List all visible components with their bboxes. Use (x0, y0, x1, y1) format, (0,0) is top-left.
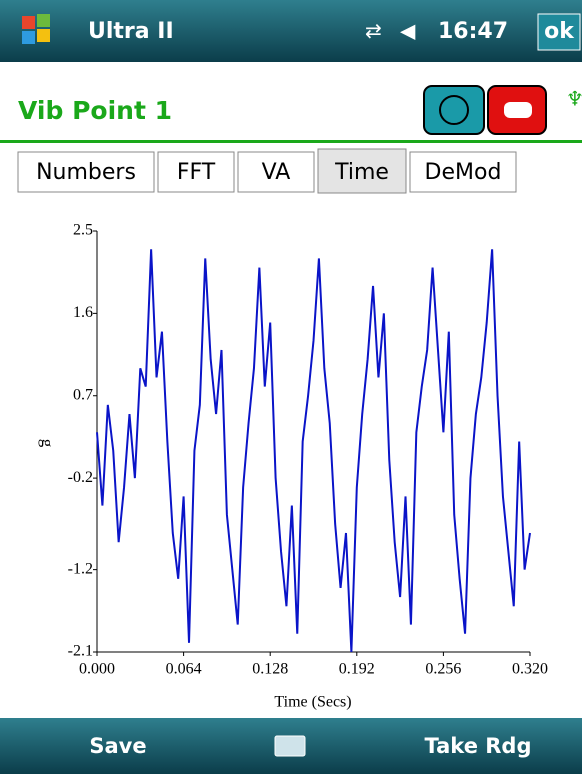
tab-label[interactable]: Numbers (36, 160, 136, 185)
tab[interactable] (17, 151, 155, 193)
header-rule (0, 140, 582, 143)
connection-icon: ⇄ (365, 19, 382, 43)
tab-label[interactable]: DeMod (425, 160, 502, 185)
y-tick-label: -1.2 (68, 560, 93, 577)
y-tick-label: -0.2 (68, 469, 93, 486)
waveform (96, 249, 531, 653)
tab[interactable] (409, 151, 517, 193)
sensor-icon (504, 102, 532, 118)
tab-label[interactable]: VA (262, 160, 291, 185)
x-tick-label: 0.128 (252, 661, 288, 678)
tab[interactable] (157, 151, 235, 193)
app-name: Ultra II (88, 19, 174, 44)
chart-area (0, 193, 582, 718)
gauge-icon (439, 95, 469, 125)
start-logo[interactable] (22, 14, 50, 44)
tab-label[interactable]: FFT (177, 160, 216, 185)
y-tick-label: -2.1 (68, 643, 93, 660)
x-axis-label: Time (Secs) (274, 694, 351, 711)
tab[interactable] (237, 151, 315, 193)
ok-button[interactable] (537, 13, 581, 51)
point-title: Vib Point 1 (18, 96, 172, 125)
y-tick-label: 1.6 (73, 304, 93, 321)
keyboard-icon[interactable] (274, 735, 306, 757)
tab[interactable] (317, 148, 407, 194)
x-tick-label: 0.256 (425, 661, 461, 678)
status-bar (0, 0, 582, 62)
x-tick-label: 0.192 (339, 661, 375, 678)
tab-label[interactable]: Time (334, 160, 389, 185)
battery-icon: ♆ (566, 87, 582, 111)
y-tick-label: 0.7 (73, 386, 93, 403)
take-reading-softkey[interactable]: Take Rdg (425, 734, 532, 758)
ok-label[interactable]: ok (544, 19, 575, 44)
x-tick-label: 0.064 (166, 661, 202, 678)
clock: 16:47 (438, 19, 508, 44)
x-tick-label: 0.320 (512, 661, 548, 678)
x-tick-label: 0.000 (79, 661, 115, 678)
volume-icon: ◀ (400, 19, 416, 43)
gauge-button[interactable] (423, 85, 485, 135)
y-axis-label: g (38, 439, 57, 448)
save-softkey[interactable]: Save (89, 734, 146, 758)
y-tick-label: 2.5 (73, 222, 93, 239)
